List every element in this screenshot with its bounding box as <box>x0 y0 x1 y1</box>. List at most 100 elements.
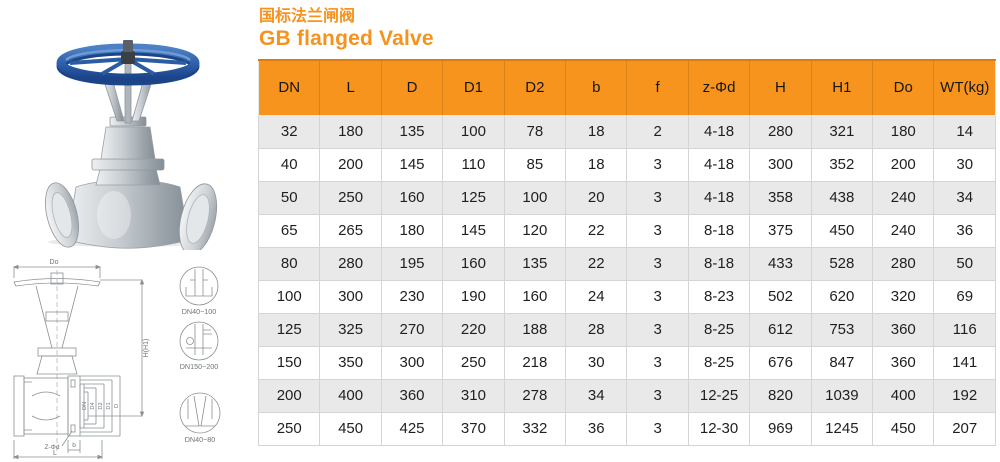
table-cell: 612 <box>749 312 812 347</box>
column-header-h1: H1 <box>810 58 874 116</box>
dim-label-do: Do <box>50 259 59 266</box>
table-cell: 360 <box>872 345 935 380</box>
table-row: 80 280 195 160 135 22 3 8-18 433 528 280 50 <box>257 246 996 281</box>
table-cell: 450 <box>319 411 382 446</box>
table-cell: 1245 <box>810 411 874 446</box>
table-cell: 207 <box>933 411 996 446</box>
table-cell: 8-25 <box>687 345 751 380</box>
table-cell: 280 <box>749 114 812 149</box>
table-cell: 200 <box>319 147 382 182</box>
table-cell: 8-18 <box>687 213 751 248</box>
table-cell: 200 <box>257 378 321 413</box>
dim-label-h: H(H1) <box>143 339 150 358</box>
table-cell: 135 <box>503 246 567 281</box>
table-cell: 18 <box>565 147 628 182</box>
table-cell: 676 <box>749 345 812 380</box>
dim-label-dn: DN <box>82 402 88 410</box>
table-cell: 192 <box>933 378 996 413</box>
table-header-row: DN L D D1 D2 b f z-Φd H H1 Do WT(kg) <box>257 58 996 116</box>
table-row: 200 400 360 310 278 34 3 12-25 820 1039 400 192 <box>257 378 996 413</box>
table-cell: 265 <box>319 213 382 248</box>
left-panel: Do H(H1) DN D4 D2 D1 D Z-Φd b L DN40~100… <box>0 0 255 462</box>
table-cell: 250 <box>442 345 505 380</box>
table-cell: 332 <box>503 411 567 446</box>
table-cell: 32 <box>257 114 321 149</box>
table-cell: 100 <box>442 114 505 149</box>
table-header: DN L D D1 D2 b f z-Φd H H1 Do WT(kg) <box>257 58 996 116</box>
table-cell: 145 <box>380 147 444 182</box>
table-cell: 78 <box>503 114 567 149</box>
table-cell: 375 <box>749 213 812 248</box>
dim-label-d2: D2 <box>98 402 104 409</box>
dim-label-l: L <box>53 450 57 457</box>
table-cell: 100 <box>503 180 567 215</box>
valve-photo-art <box>44 40 218 250</box>
table-cell: 320 <box>872 279 935 314</box>
table-cell: 150 <box>257 345 321 380</box>
table-cell: 188 <box>503 312 567 347</box>
table-cell: 3 <box>626 180 689 215</box>
table-cell: 240 <box>872 180 935 215</box>
table-cell: 8-18 <box>687 246 751 281</box>
table-cell: 145 <box>442 213 505 248</box>
table-row: 150 350 300 250 218 30 3 8-25 676 847 360 141 <box>257 345 996 380</box>
table-row: 65 265 180 145 120 22 3 8-18 375 450 240 36 <box>257 213 996 248</box>
dim-label-d1: D1 <box>106 402 112 409</box>
table-cell: 110 <box>442 147 505 182</box>
table-cell: 125 <box>257 312 321 347</box>
table-cell: 135 <box>380 114 444 149</box>
table-cell: 4-18 <box>687 147 751 182</box>
table-cell: 116 <box>933 312 996 347</box>
table-cell: 230 <box>380 279 444 314</box>
gate-valve-photo <box>44 40 218 250</box>
table-cell: 20 <box>565 180 628 215</box>
table-cell: 300 <box>319 279 382 314</box>
table-cell: 300 <box>380 345 444 380</box>
table-cell: 180 <box>319 114 382 149</box>
table-cell: 34 <box>933 180 996 215</box>
table-cell: 3 <box>626 378 689 413</box>
table-cell: 969 <box>749 411 812 446</box>
table-cell: 141 <box>933 345 996 380</box>
table-cell: 50 <box>257 180 321 215</box>
table-row: 40 200 145 110 85 18 3 4-18 300 352 200 30 <box>257 147 996 182</box>
detail-label-2: DN150~200 <box>180 362 219 371</box>
table-cell: 370 <box>442 411 505 446</box>
column-header-d2: D2 <box>503 58 567 116</box>
table-body: 32 180 135 100 78 18 2 4-18 280 321 180 14 40 200 145 1… <box>257 114 996 446</box>
table-cell: 160 <box>380 180 444 215</box>
table-row: 32 180 135 100 78 18 2 4-18 280 321 180 14 <box>257 114 996 149</box>
table-cell: 300 <box>749 147 812 182</box>
gate-valve-dimension-drawing: Do H(H1) DN D4 D2 D1 D Z-Φd b L DN40~100… <box>12 259 221 460</box>
table-cell: 450 <box>810 213 874 248</box>
table-cell: 3 <box>626 345 689 380</box>
table-cell: 180 <box>872 114 935 149</box>
table-row: 250 450 425 370 332 36 3 12-30 969 1245 450 207 <box>257 411 996 446</box>
column-header-b: b <box>565 58 628 116</box>
table-cell: 12-25 <box>687 378 751 413</box>
table-cell: 753 <box>810 312 874 347</box>
column-header-h: H <box>749 58 812 116</box>
table-cell: 120 <box>503 213 567 248</box>
table-cell: 3 <box>626 147 689 182</box>
dim-label-b: b <box>72 442 76 449</box>
table-cell: 3 <box>626 213 689 248</box>
table-cell: 34 <box>565 378 628 413</box>
table-cell: 240 <box>872 213 935 248</box>
table-cell: 8-23 <box>687 279 751 314</box>
table-cell: 80 <box>257 246 321 281</box>
table-cell: 360 <box>872 312 935 347</box>
table-cell: 50 <box>933 246 996 281</box>
table-cell: 270 <box>380 312 444 347</box>
column-header-l: L <box>319 58 382 116</box>
dim-label-zphid: Z-Φd <box>45 444 60 451</box>
table-cell: 190 <box>442 279 505 314</box>
dim-label-d: D <box>114 404 120 408</box>
dim-label-d4: D4 <box>90 402 96 409</box>
detail-label-3: DN40~80 <box>185 435 216 444</box>
table-cell: 620 <box>810 279 874 314</box>
table-cell: 36 <box>933 213 996 248</box>
table-row: 50 250 160 125 100 20 3 4-18 358 438 240 34 <box>257 180 996 215</box>
table-row: 100 300 230 190 160 24 3 8-23 502 620 320 69 <box>257 279 996 314</box>
table-cell: 195 <box>380 246 444 281</box>
